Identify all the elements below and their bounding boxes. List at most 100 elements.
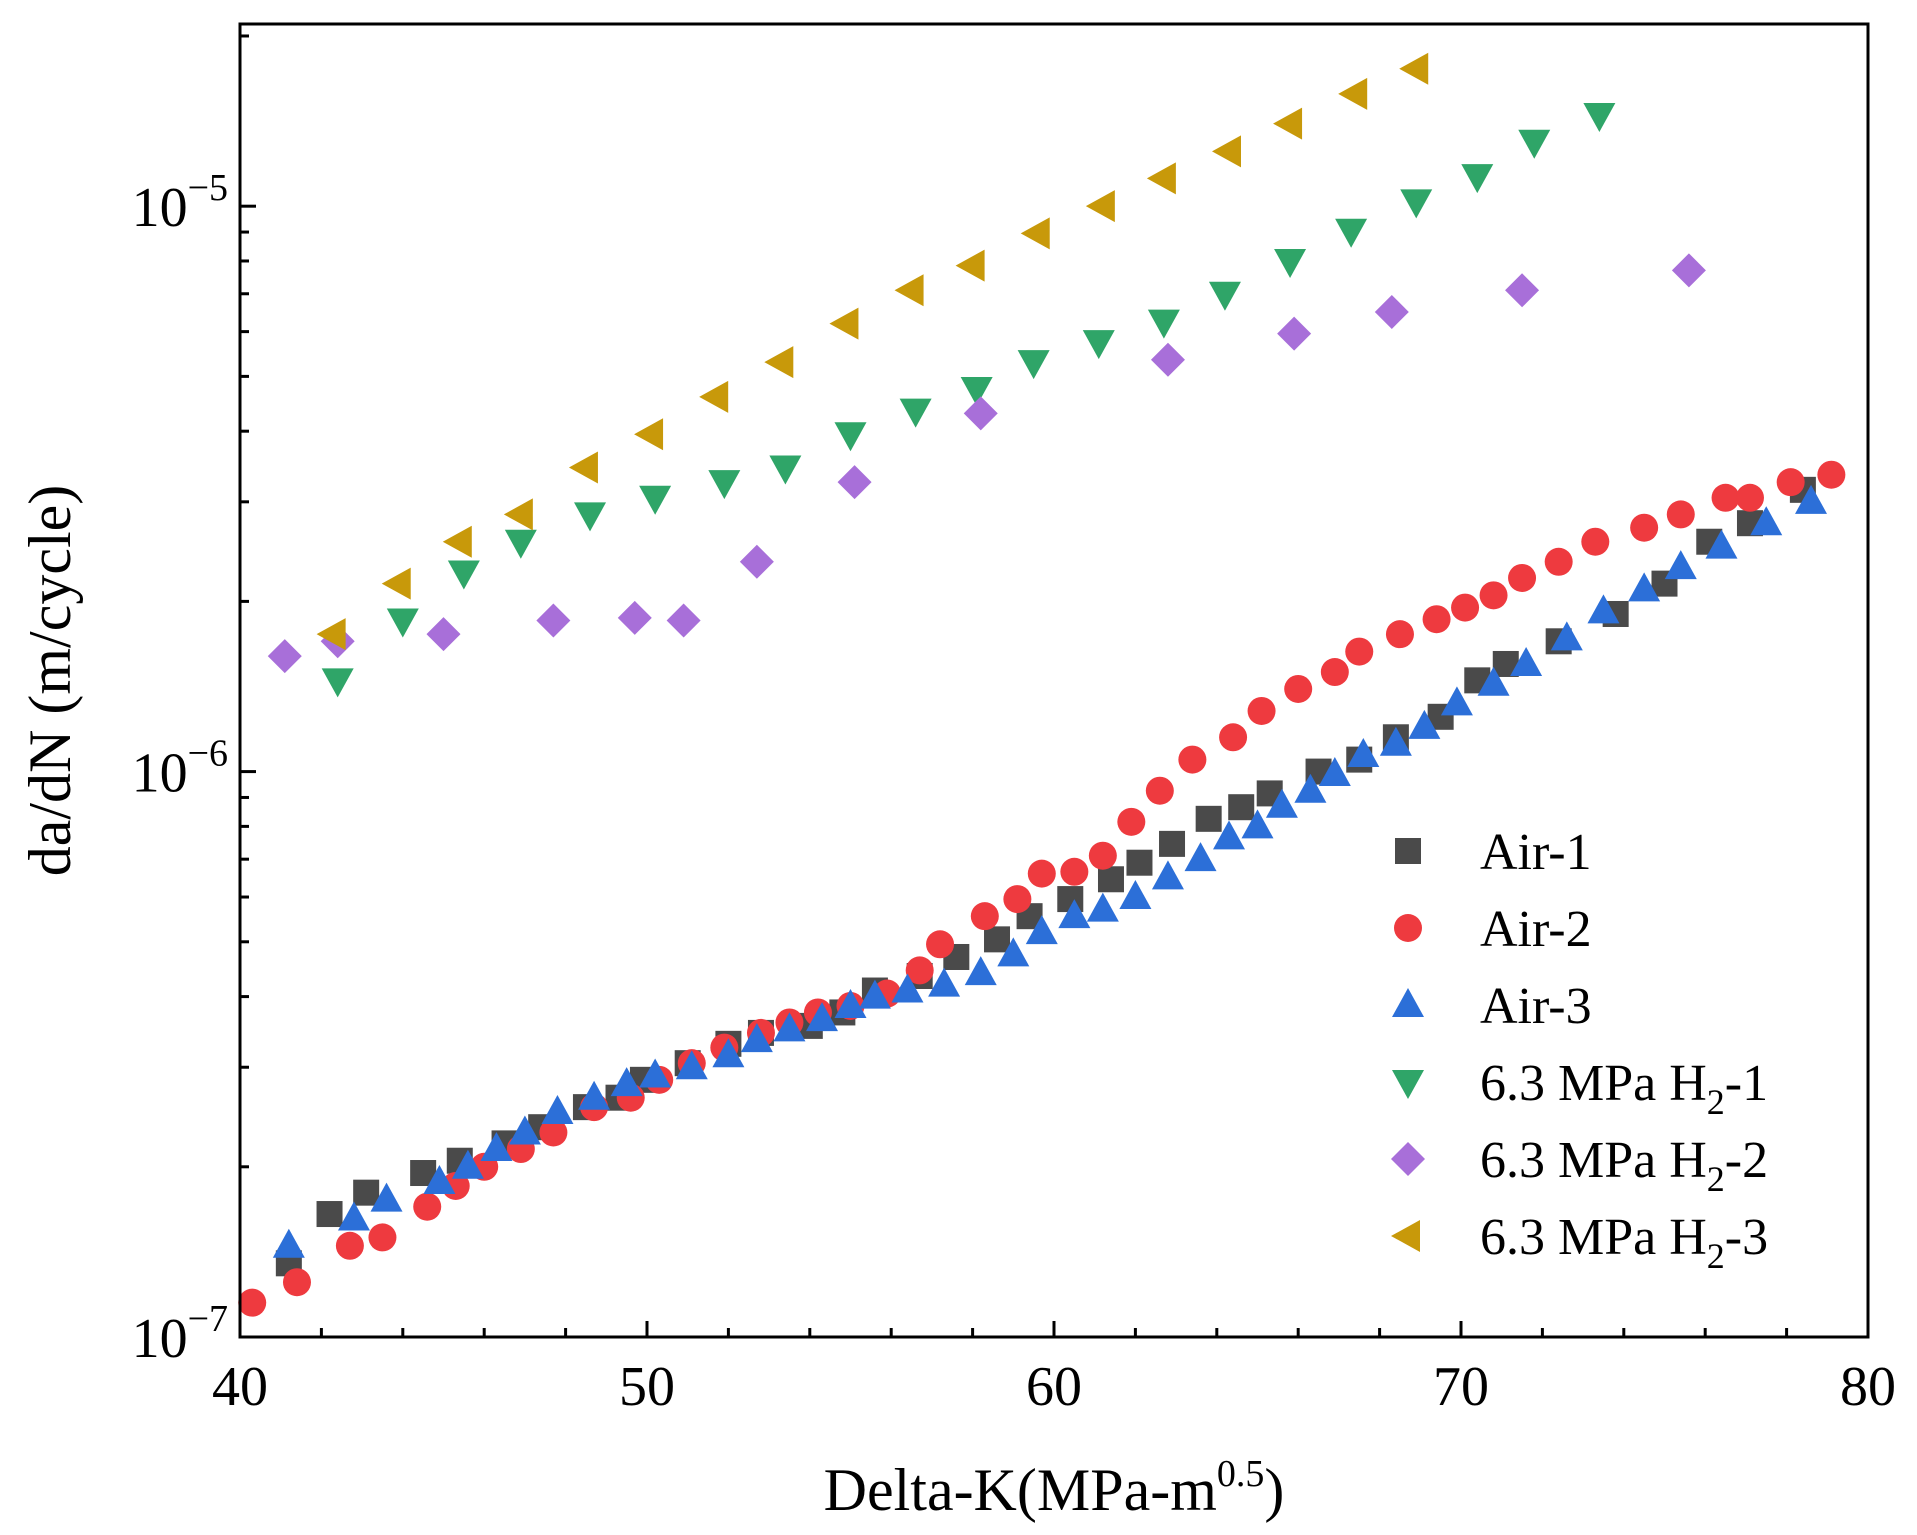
data-point [1017, 350, 1050, 380]
data-point [1581, 527, 1610, 556]
data-point [1422, 605, 1451, 634]
data-point [1400, 189, 1433, 219]
data-point [1277, 316, 1312, 351]
data-point [955, 249, 985, 282]
legend-marker [1391, 1142, 1425, 1176]
series-4 [321, 102, 1616, 698]
data-point [639, 485, 672, 515]
data-point [964, 956, 997, 986]
data-point [1750, 506, 1783, 536]
y-tick-base: 10 [132, 177, 188, 239]
legend-label-subscript: 2 [1707, 1082, 1725, 1122]
data-point [568, 451, 598, 484]
data-point [1027, 859, 1056, 888]
data-point [1347, 737, 1380, 767]
data-point [666, 603, 701, 638]
data-point [335, 1231, 364, 1260]
data-point [480, 1132, 513, 1162]
data-point [282, 1268, 311, 1297]
x-tick-label: 70 [1433, 1356, 1489, 1418]
data-point [1228, 794, 1255, 821]
data-point [316, 618, 346, 651]
data-point [997, 937, 1030, 967]
data-point [1151, 860, 1184, 890]
data-point [272, 1228, 305, 1258]
data-point [1440, 686, 1473, 716]
data-point [1705, 529, 1738, 559]
data-point [1345, 637, 1374, 666]
data-point [858, 979, 891, 1009]
legend-item: Air-2 [1394, 901, 1592, 958]
data-point [1219, 723, 1248, 752]
legend-label-main: Air-3 [1480, 978, 1592, 1035]
data-point [1247, 696, 1276, 725]
data-point [963, 396, 998, 431]
data-point [1671, 253, 1706, 288]
legend-label-main: 6.3 MPa H [1480, 1055, 1707, 1112]
data-point [837, 465, 872, 500]
data-point [1550, 621, 1583, 651]
y-tick-label: 10−7 [132, 1298, 228, 1370]
legend-label-main: 6.3 MPa H [1480, 1132, 1707, 1189]
data-point [267, 639, 302, 674]
data-point [1477, 666, 1510, 696]
data-point [1060, 857, 1089, 886]
data-point [536, 603, 571, 638]
data-point [1374, 294, 1409, 329]
data-point [539, 1118, 568, 1147]
data-point [442, 525, 472, 558]
legend-item: 6.3 MPa H2-3 [1391, 1209, 1768, 1276]
data-point [578, 1080, 611, 1110]
data-point [447, 560, 480, 590]
data-point [928, 967, 961, 997]
data-point [806, 1002, 839, 1032]
legend-label: Air-1 [1480, 824, 1592, 881]
y-tick-base: 10 [132, 743, 188, 805]
legend-label-tail: -2 [1725, 1132, 1768, 1189]
data-point [1146, 162, 1176, 195]
data-point [639, 1058, 672, 1088]
x-axis-title-suffix: ) [1264, 1457, 1284, 1523]
data-point [1451, 593, 1480, 622]
data-point [1664, 550, 1697, 580]
data-point [1119, 880, 1152, 910]
data-point [960, 376, 993, 406]
data-point [1318, 757, 1351, 787]
data-point [1479, 581, 1508, 610]
legend-item: Air-3 [1392, 978, 1592, 1035]
data-point [1117, 807, 1146, 836]
data-point [1399, 52, 1429, 85]
x-tick-label: 50 [619, 1356, 675, 1418]
x-axis-title-exponent: 0.5 [1217, 1453, 1265, 1495]
data-point [617, 600, 652, 635]
data-point [1666, 500, 1695, 529]
legend-label-subscript: 2 [1707, 1236, 1725, 1276]
legend-item: Air-1 [1395, 824, 1592, 881]
legend-label: 6.3 MPa H2-2 [1480, 1132, 1768, 1199]
data-point [764, 346, 794, 379]
data-point [1097, 866, 1124, 893]
legend-label-subscript: 2 [1707, 1159, 1725, 1199]
data-point [1320, 658, 1349, 687]
data-point [699, 380, 729, 413]
data-point [926, 930, 955, 959]
data-point [1085, 190, 1115, 223]
data-point [1241, 809, 1274, 839]
data-point [1147, 309, 1180, 339]
data-point [316, 1201, 343, 1228]
data-point [1510, 646, 1543, 676]
data-point [1294, 773, 1327, 803]
legend-marker [1394, 914, 1422, 942]
data-point [368, 1223, 397, 1252]
data-point [1408, 709, 1441, 739]
data-point [1776, 468, 1805, 497]
data-point [708, 470, 741, 500]
data-point [423, 1164, 456, 1194]
data-point [1518, 129, 1551, 159]
data-marks [238, 52, 1846, 1317]
legend-marker [1395, 838, 1421, 864]
